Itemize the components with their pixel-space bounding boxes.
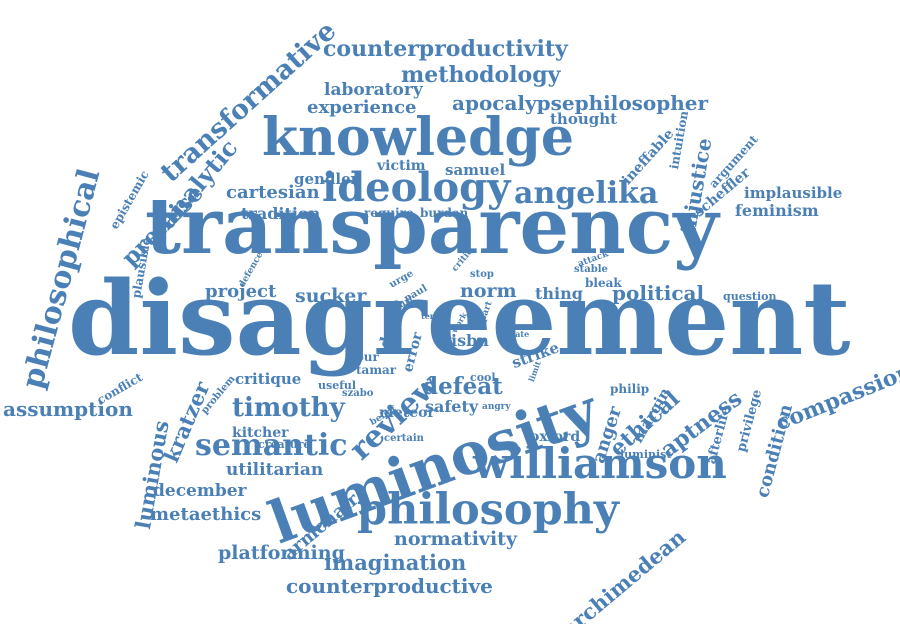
word-political: political xyxy=(612,281,705,305)
word-burden: burden xyxy=(420,206,469,220)
word-term: term xyxy=(421,311,443,321)
word-imagination: imagination xyxy=(324,550,467,575)
word-samuel: samuel xyxy=(445,161,506,179)
word-thing: thing xyxy=(535,284,583,303)
word-gendler: gendler xyxy=(294,170,359,188)
word-stop: stop xyxy=(470,269,494,280)
word-normativity: normativity xyxy=(394,528,517,550)
word-counterproductive: counterproductive xyxy=(286,574,493,598)
word-knowledge: knowledge xyxy=(262,107,574,168)
word-defeat: defeat xyxy=(422,373,503,400)
word-project: project xyxy=(205,281,277,302)
word-metaethics: metaethics xyxy=(150,504,262,525)
word-angry: angry xyxy=(482,402,511,412)
word-critique: critique xyxy=(235,370,302,388)
word-intuition: intuition xyxy=(667,109,692,171)
word-question: question xyxy=(723,290,777,303)
word-feminism: feminism xyxy=(735,201,819,220)
word-implausible: implausible xyxy=(744,184,843,202)
word-ideology: ideology xyxy=(322,164,511,211)
word-platforming: platforming xyxy=(218,542,345,564)
word-assumption: assumption xyxy=(3,397,133,421)
word-tamar: tamar xyxy=(356,363,397,377)
word-cool: cool xyxy=(470,371,496,384)
word-bleak: bleak xyxy=(585,276,622,290)
word-transparency: transparency xyxy=(145,181,719,272)
word-condition: condition xyxy=(752,402,798,500)
word-luminist: luminist xyxy=(620,448,672,461)
word-stable: stable xyxy=(574,264,608,275)
word-timothy: timothy xyxy=(232,393,345,423)
word-useful: useful xyxy=(318,379,357,392)
word-victim: victim xyxy=(377,158,426,174)
word-utilitarian: utilitarian xyxy=(226,460,324,480)
word-norm: norm xyxy=(460,280,517,302)
word-december: december xyxy=(153,481,247,501)
word-apocalypsephilosopher: apocalypsephilosopher xyxy=(452,91,709,115)
word-williamson: williamson xyxy=(473,439,727,488)
word-sucker: sucker xyxy=(295,285,367,307)
word-meteor: meteor xyxy=(379,405,435,421)
word-laboratory: laboratory xyxy=(324,80,423,100)
word-cartesian: cartesian xyxy=(226,182,320,203)
word-safety: safety xyxy=(425,397,479,416)
word-certain: certain xyxy=(384,433,424,444)
word-experience: experience xyxy=(307,97,417,118)
word-state: state xyxy=(507,329,530,339)
word-methodology: methodology xyxy=(401,62,561,88)
word-philip: philip xyxy=(610,382,650,396)
word-philosophy: philosophy xyxy=(357,485,619,535)
word-counterproductivity: counterproductivity xyxy=(323,36,568,62)
word-angelika: angelika xyxy=(514,176,659,211)
word-oxford: oxford xyxy=(530,429,581,445)
word-archimedean: archimedean xyxy=(556,523,691,624)
word-hour: hour xyxy=(347,350,379,364)
word-creature: creature xyxy=(258,438,311,451)
word-semantic: semantic xyxy=(195,428,348,463)
word-szabo: szabo xyxy=(342,388,374,399)
word-tradition: tradition xyxy=(241,204,321,223)
word-kitcher: kitcher xyxy=(232,425,289,441)
word-thought: thought xyxy=(550,110,618,128)
word-require: require xyxy=(364,206,414,220)
word-isbn: isbn xyxy=(451,331,489,350)
word-disagreement: disagreement xyxy=(68,259,851,379)
